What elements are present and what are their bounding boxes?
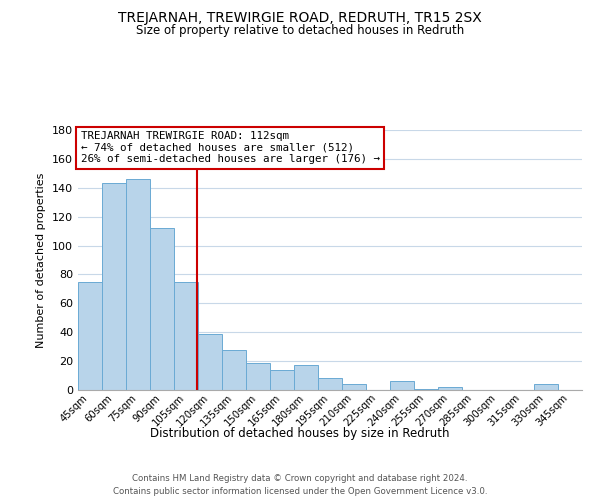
Bar [150, 228, 174, 390]
Text: Distribution of detached houses by size in Redruth: Distribution of detached houses by size … [150, 428, 450, 440]
Bar [414, 388, 438, 390]
Bar [390, 382, 414, 390]
Text: TREJARNAH TREWIRGIE ROAD: 112sqm
← 74% of detached houses are smaller (512)
26% : TREJARNAH TREWIRGIE ROAD: 112sqm ← 74% o… [80, 132, 380, 164]
Bar [174, 282, 198, 390]
Y-axis label: Number of detached properties: Number of detached properties [37, 172, 46, 348]
Text: Contains HM Land Registry data © Crown copyright and database right 2024.: Contains HM Land Registry data © Crown c… [132, 474, 468, 483]
Bar [318, 378, 342, 390]
Bar [78, 282, 102, 390]
Text: TREJARNAH, TREWIRGIE ROAD, REDRUTH, TR15 2SX: TREJARNAH, TREWIRGIE ROAD, REDRUTH, TR15… [118, 11, 482, 25]
Bar [534, 384, 558, 390]
Bar [222, 350, 246, 390]
Bar [438, 387, 462, 390]
Bar [270, 370, 294, 390]
Bar [126, 179, 150, 390]
Bar [246, 362, 270, 390]
Text: Size of property relative to detached houses in Redruth: Size of property relative to detached ho… [136, 24, 464, 37]
Bar [102, 184, 126, 390]
Bar [294, 366, 318, 390]
Bar [198, 334, 222, 390]
Text: Contains public sector information licensed under the Open Government Licence v3: Contains public sector information licen… [113, 488, 487, 496]
Bar [342, 384, 366, 390]
